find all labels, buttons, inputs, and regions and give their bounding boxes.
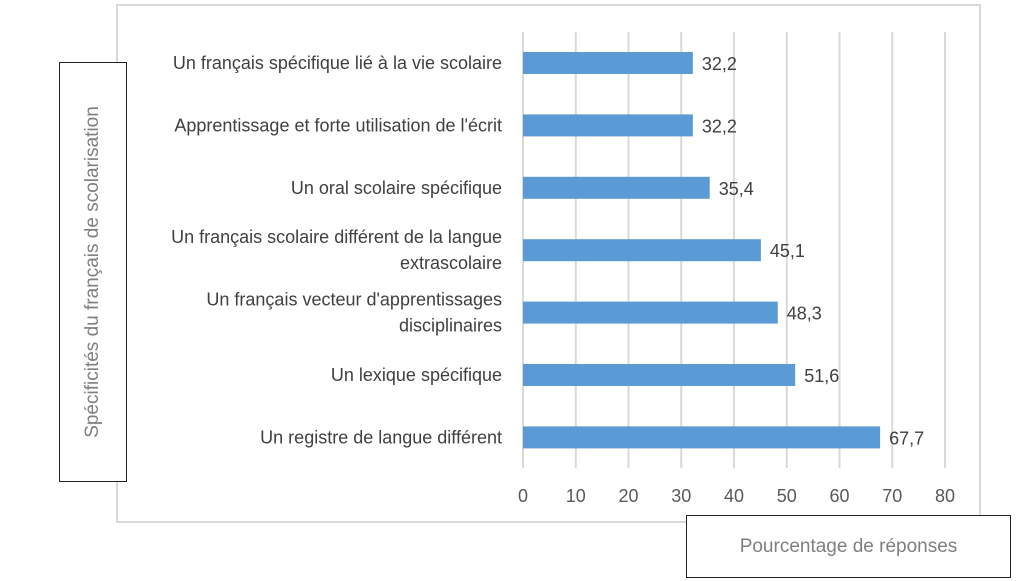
category-label-line: Apprentissage et forte utilisation de l'… bbox=[174, 115, 502, 135]
category-label: Un lexique spécifique bbox=[331, 365, 502, 385]
bar bbox=[523, 176, 710, 199]
category-label-line: Un oral scolaire spécifique bbox=[291, 178, 502, 198]
data-label: 32,2 bbox=[702, 116, 737, 136]
category-label: Un français scolaire différent de la lan… bbox=[171, 227, 502, 273]
category-label-line: Un français spécifique lié à la vie scol… bbox=[173, 53, 502, 73]
data-label: 45,1 bbox=[770, 241, 805, 261]
category-label: Un registre de langue différent bbox=[260, 427, 502, 447]
x-tick-label: 30 bbox=[671, 486, 691, 506]
bar bbox=[523, 52, 693, 74]
data-label: 48,3 bbox=[787, 304, 822, 324]
x-tick-label: 20 bbox=[618, 486, 638, 506]
category-label-line: Un lexique spécifique bbox=[331, 365, 502, 385]
x-axis-title: Pourcentage de réponses bbox=[739, 535, 958, 557]
category-label-line: disciplinaires bbox=[399, 316, 502, 336]
category-label: Apprentissage et forte utilisation de l'… bbox=[174, 115, 502, 135]
bar bbox=[523, 114, 693, 137]
data-label: 67,7 bbox=[889, 428, 924, 448]
data-label: 35,4 bbox=[719, 179, 754, 199]
x-axis-title-box: Pourcentage de réponses bbox=[686, 515, 1011, 578]
category-label: Un français vecteur d'apprentissages disc… bbox=[206, 290, 502, 336]
category-label: Un oral scolaire spécifique bbox=[291, 178, 502, 198]
x-tick-label: 10 bbox=[566, 486, 586, 506]
y-axis-title-box: Spécificités du français de scolarisatio… bbox=[59, 62, 127, 482]
data-label: 51,6 bbox=[804, 366, 839, 386]
x-tick-label: 80 bbox=[935, 486, 955, 506]
x-tick-label: 60 bbox=[829, 486, 849, 506]
data-label: 32,2 bbox=[702, 54, 737, 74]
x-tick-label: 40 bbox=[724, 486, 744, 506]
x-tick-label: 0 bbox=[518, 486, 528, 506]
bar bbox=[523, 426, 881, 449]
category-label-line: Un registre de langue différent bbox=[260, 427, 502, 447]
bar bbox=[523, 301, 778, 324]
category-label-line: Un français vecteur d'apprentissages bbox=[206, 290, 502, 310]
category-label-line: Un français scolaire différent de la lan… bbox=[171, 227, 502, 247]
category-label-line: extrascolaire bbox=[400, 253, 502, 273]
x-tick-label: 70 bbox=[882, 486, 902, 506]
category-label: Un français spécifique lié à la vie scol… bbox=[173, 53, 502, 73]
x-tick-label: 50 bbox=[777, 486, 797, 506]
y-axis-title: Spécificités du français de scolarisatio… bbox=[82, 106, 103, 438]
bar bbox=[523, 239, 761, 262]
bar bbox=[523, 364, 796, 386]
